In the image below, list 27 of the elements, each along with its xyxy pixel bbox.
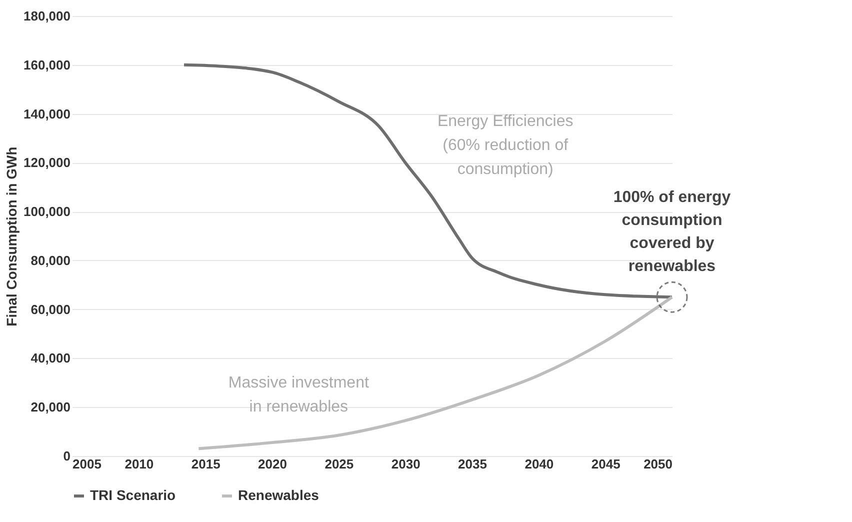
x-tick-label: 2045 (591, 456, 620, 472)
line-series (197, 296, 674, 450)
x-tick-label: 2050 (644, 456, 672, 472)
legend-label: TRI Scenario (90, 487, 176, 503)
y-tick-label: 0 (63, 448, 70, 464)
y-tick-label: 80,000 (30, 252, 70, 268)
y-tick-label: 180,000 (24, 8, 70, 24)
annotation: 100% of energy consumption covered by renewables (613, 189, 731, 276)
y-tick-label: 20,000 (30, 400, 70, 415)
y-tick-label: 120,000 (24, 155, 70, 170)
x-tick-label: 2010 (124, 456, 154, 472)
x-tick-label: 2005 (72, 456, 102, 472)
x-tick-label: 2035 (458, 456, 487, 472)
y-tick-label: 40,000 (30, 350, 70, 366)
annotation: Energy Efficiencies (60% reduction of consumption) (437, 113, 574, 178)
y-axis-title: Final Consumption in GWh (4, 146, 20, 326)
annotation: Massive investment in renewables (228, 374, 370, 416)
x-tick-label: 2015 (191, 456, 220, 472)
x-tick-label: 2040 (524, 456, 554, 472)
y-tick-label: 160,000 (24, 57, 70, 72)
legend-label: Renewables (238, 487, 320, 503)
x-tick-label: 2025 (324, 456, 354, 472)
x-tick-label: 2020 (258, 456, 287, 472)
x-tick-label: 2030 (391, 456, 420, 472)
y-tick-label: 60,000 (30, 302, 70, 317)
y-tick-label: 140,000 (24, 106, 70, 122)
y-tick-label: 100,000 (24, 204, 70, 220)
